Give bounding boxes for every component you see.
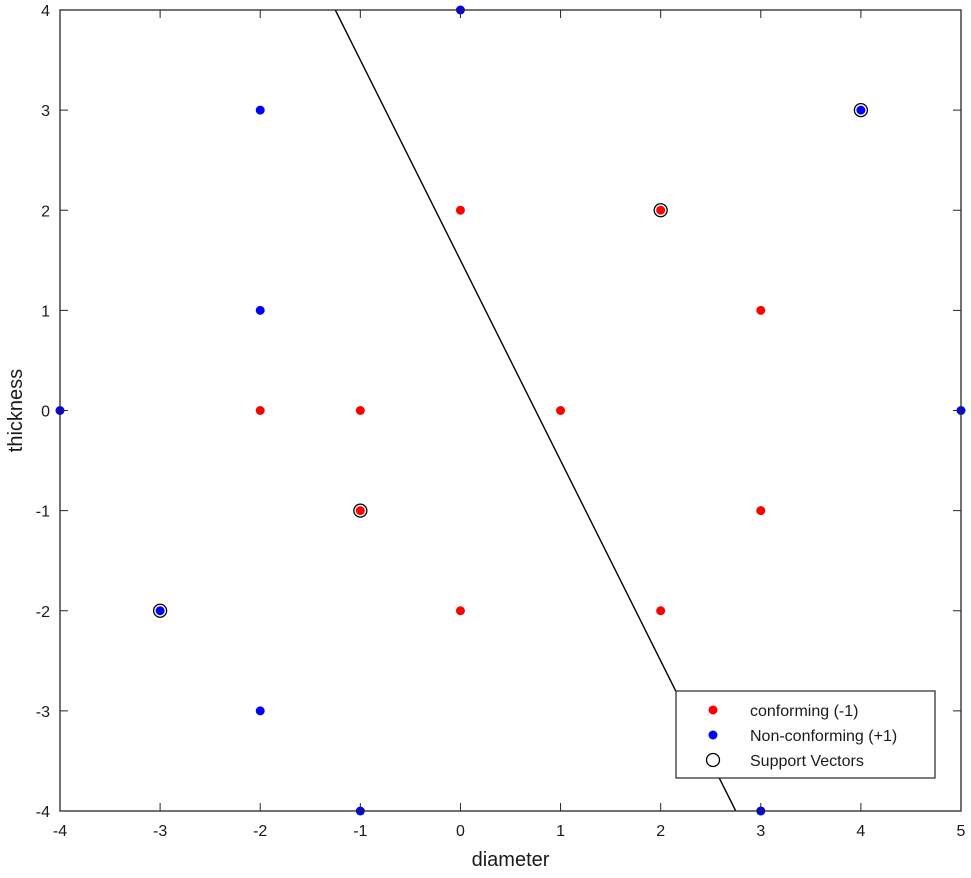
x-tick-label: -3 bbox=[153, 823, 167, 840]
x-tick-label: -1 bbox=[353, 823, 367, 840]
nonconforming-point bbox=[155, 606, 165, 616]
x-axis-title: diameter bbox=[472, 849, 550, 871]
decision-boundary-line bbox=[334, 10, 737, 811]
x-tick-label: 2 bbox=[656, 823, 665, 840]
legend-label-nonconforming: Non-conforming (+1) bbox=[750, 728, 897, 745]
conforming-point bbox=[455, 606, 465, 616]
conforming-point bbox=[756, 506, 766, 516]
axis-ticks: -4 -3 -2 -1 0 1 2 3 4 5 -4 -3 -2 -1 0 1 2 3 4 bbox=[36, 3, 966, 840]
support-vector-circle bbox=[152, 603, 168, 618]
plot-frame bbox=[59, 9, 962, 812]
y-tick-label: 0 bbox=[41, 404, 50, 421]
y-tick-label: 1 bbox=[41, 303, 50, 320]
conforming-point bbox=[756, 305, 766, 315]
conforming-point bbox=[355, 406, 365, 415]
plot-area bbox=[60, 10, 961, 811]
support-vector-circle bbox=[653, 203, 668, 218]
nonconforming-point bbox=[856, 105, 866, 115]
legend-marker-conforming bbox=[708, 705, 718, 715]
legend-marker-nonconforming bbox=[708, 730, 718, 740]
y-tick-label: -1 bbox=[36, 504, 50, 521]
x-tick-label: 0 bbox=[456, 823, 465, 840]
x-tick-label: -4 bbox=[53, 823, 67, 840]
nonconforming-point bbox=[255, 305, 265, 315]
legend-label-conforming: conforming (-1) bbox=[750, 703, 858, 720]
y-tick-label: 4 bbox=[41, 3, 50, 20]
conforming-point bbox=[255, 406, 265, 415]
support-vector-circle bbox=[353, 503, 368, 518]
legend-marker-support-vectors bbox=[705, 752, 721, 768]
legend-label-support-vectors: Support Vectors bbox=[750, 753, 864, 770]
y-axis-title: thickness bbox=[5, 369, 27, 452]
y-tick-label: -4 bbox=[36, 804, 50, 821]
legend: conforming (-1) Non-conforming (+1) Supp… bbox=[675, 690, 936, 779]
support-vector-circle bbox=[853, 102, 869, 118]
y-tick-label: 3 bbox=[41, 103, 50, 120]
conforming-point bbox=[656, 205, 666, 215]
conforming-point bbox=[455, 205, 465, 215]
x-tick-label: 1 bbox=[556, 823, 565, 840]
x-tick-label: 5 bbox=[957, 823, 966, 840]
x-tick-label: 4 bbox=[856, 823, 865, 840]
x-tick-label: 3 bbox=[756, 823, 765, 840]
nonconforming-point bbox=[255, 105, 265, 115]
x-tick-label: -2 bbox=[253, 823, 267, 840]
y-tick-label: -3 bbox=[36, 704, 50, 721]
nonconforming-point bbox=[255, 706, 265, 716]
conforming-point bbox=[355, 506, 365, 516]
conforming-point bbox=[656, 606, 666, 616]
y-tick-label: -2 bbox=[36, 604, 50, 621]
y-tick-label: 2 bbox=[41, 203, 50, 220]
conforming-point bbox=[556, 406, 566, 415]
